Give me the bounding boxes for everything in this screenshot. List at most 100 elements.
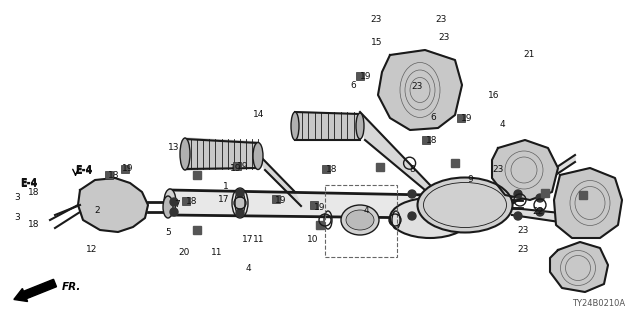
Circle shape <box>536 194 544 202</box>
Text: 23: 23 <box>435 15 447 24</box>
Polygon shape <box>185 138 258 170</box>
Circle shape <box>170 208 178 216</box>
Text: 21: 21 <box>524 50 535 59</box>
Bar <box>193 226 201 234</box>
Text: 5: 5 <box>165 228 171 237</box>
Bar <box>273 195 280 203</box>
Circle shape <box>408 190 416 198</box>
Ellipse shape <box>291 112 299 140</box>
Bar <box>310 202 317 210</box>
Bar <box>376 163 384 171</box>
Bar <box>323 165 330 173</box>
Polygon shape <box>78 178 148 232</box>
Bar <box>316 221 324 229</box>
Text: 19: 19 <box>122 164 133 173</box>
Bar <box>182 197 189 205</box>
Bar <box>356 72 364 80</box>
Text: 19: 19 <box>230 164 242 173</box>
Polygon shape <box>258 154 301 206</box>
Text: 23: 23 <box>517 245 529 254</box>
Text: 13: 13 <box>168 143 179 152</box>
Bar <box>121 165 129 173</box>
Text: 18: 18 <box>28 188 40 196</box>
Ellipse shape <box>417 178 513 233</box>
Text: 20: 20 <box>178 248 189 257</box>
Text: 7: 7 <box>174 200 180 209</box>
Text: 19: 19 <box>360 72 371 81</box>
Text: 14: 14 <box>253 110 265 119</box>
Text: 19: 19 <box>314 203 325 212</box>
Polygon shape <box>295 112 360 140</box>
Text: 15: 15 <box>371 38 383 47</box>
Text: 4: 4 <box>499 120 505 129</box>
Text: 18: 18 <box>326 165 338 174</box>
Circle shape <box>536 208 544 216</box>
Ellipse shape <box>356 113 364 139</box>
Text: 18: 18 <box>426 136 437 145</box>
Text: 16: 16 <box>488 91 499 100</box>
Bar <box>541 189 549 197</box>
Polygon shape <box>378 50 462 130</box>
Text: 22: 22 <box>532 207 544 216</box>
Ellipse shape <box>235 191 245 215</box>
Text: 3: 3 <box>14 193 20 202</box>
Polygon shape <box>512 208 580 225</box>
Bar <box>457 114 465 122</box>
Text: 18: 18 <box>28 220 40 228</box>
Bar <box>105 172 113 180</box>
Text: E-4: E-4 <box>76 164 93 175</box>
Text: 18: 18 <box>186 197 197 206</box>
Text: 23: 23 <box>493 165 504 174</box>
Circle shape <box>170 198 178 206</box>
Text: 8: 8 <box>410 165 415 174</box>
Bar <box>579 191 587 199</box>
Circle shape <box>236 209 244 217</box>
Text: 17: 17 <box>242 235 253 244</box>
Text: E-4: E-4 <box>20 179 38 189</box>
Ellipse shape <box>180 138 190 170</box>
Circle shape <box>514 212 522 220</box>
Ellipse shape <box>253 142 263 170</box>
Text: 23: 23 <box>517 226 529 235</box>
Bar <box>193 171 201 179</box>
Text: TY24B0210A: TY24B0210A <box>572 299 625 308</box>
Text: 9: 9 <box>467 175 473 184</box>
Text: 6: 6 <box>430 113 436 122</box>
Text: 12: 12 <box>86 245 98 254</box>
Bar <box>233 162 241 170</box>
Text: 19: 19 <box>237 162 248 171</box>
Text: 1: 1 <box>223 182 228 191</box>
Bar <box>451 159 459 167</box>
Text: 3: 3 <box>14 213 20 222</box>
Ellipse shape <box>164 189 176 215</box>
Text: 18: 18 <box>108 171 119 180</box>
Text: 23: 23 <box>438 33 450 42</box>
Text: 23: 23 <box>370 15 381 24</box>
Polygon shape <box>360 112 437 200</box>
Bar <box>325 185 397 257</box>
Text: 2: 2 <box>95 206 100 215</box>
Text: 6: 6 <box>351 81 356 90</box>
Circle shape <box>236 189 244 197</box>
Text: 19: 19 <box>461 114 472 123</box>
Text: 19: 19 <box>275 196 287 205</box>
Polygon shape <box>554 168 622 238</box>
Polygon shape <box>492 140 558 200</box>
FancyArrow shape <box>14 279 56 301</box>
Text: 23: 23 <box>411 82 422 91</box>
Ellipse shape <box>341 205 379 235</box>
Ellipse shape <box>346 210 374 230</box>
Text: E-4: E-4 <box>76 166 93 176</box>
Circle shape <box>514 190 522 198</box>
Polygon shape <box>512 155 575 204</box>
Ellipse shape <box>390 198 470 238</box>
Text: 4: 4 <box>364 206 369 215</box>
Text: 4: 4 <box>245 264 251 273</box>
Text: 10: 10 <box>307 235 319 244</box>
Text: FR.: FR. <box>62 282 81 292</box>
Circle shape <box>408 212 416 220</box>
Polygon shape <box>550 242 608 292</box>
Bar <box>422 136 429 144</box>
Ellipse shape <box>163 196 173 218</box>
Text: 11: 11 <box>211 248 223 257</box>
